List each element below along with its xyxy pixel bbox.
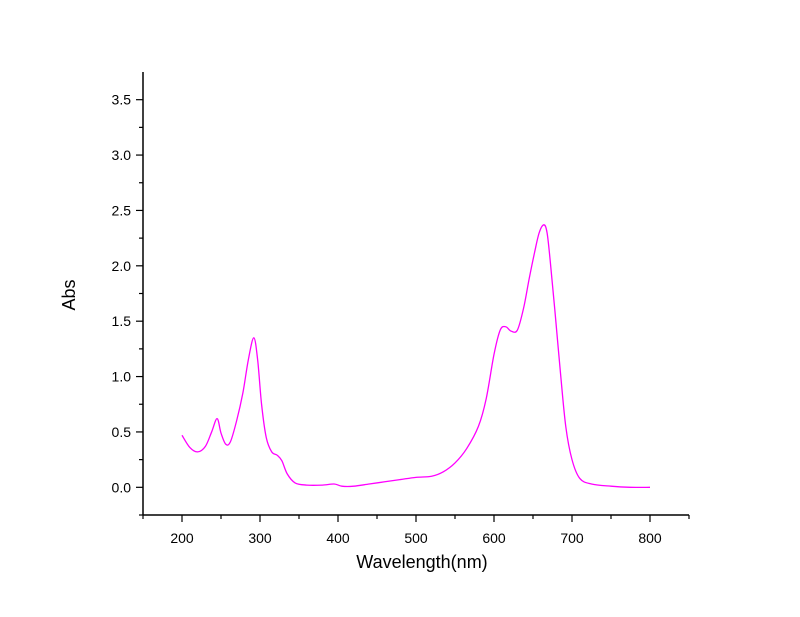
- y-tick-label: 2.5: [112, 202, 132, 218]
- y-tick-label: 3.0: [112, 147, 132, 163]
- x-tick-label: 800: [638, 530, 662, 546]
- x-tick-label: 300: [248, 530, 272, 546]
- y-tick-label: 3.5: [112, 92, 132, 108]
- x-tick-label: 400: [326, 530, 350, 546]
- x-tick-label: 500: [404, 530, 428, 546]
- plot-area: 200 300 400 500 600 700 800 0.0 0.5 1.0 1.5 2.0 2.5 3…: [112, 72, 690, 546]
- y-axis-title: Abs: [59, 279, 79, 310]
- x-tick-label: 700: [560, 530, 584, 546]
- y-tick-label: 1.5: [112, 313, 132, 329]
- y-tick-label: 0.0: [112, 479, 132, 495]
- y-tick-label: 1.0: [112, 369, 132, 385]
- x-tick-label: 200: [170, 530, 194, 546]
- x-axis-title: Wavelength(nm): [356, 552, 487, 572]
- absorbance-series-line: [181, 224, 651, 489]
- x-tick-label: 600: [482, 530, 506, 546]
- y-tick-label: 2.0: [112, 258, 132, 274]
- y-tick-label: 0.5: [112, 424, 132, 440]
